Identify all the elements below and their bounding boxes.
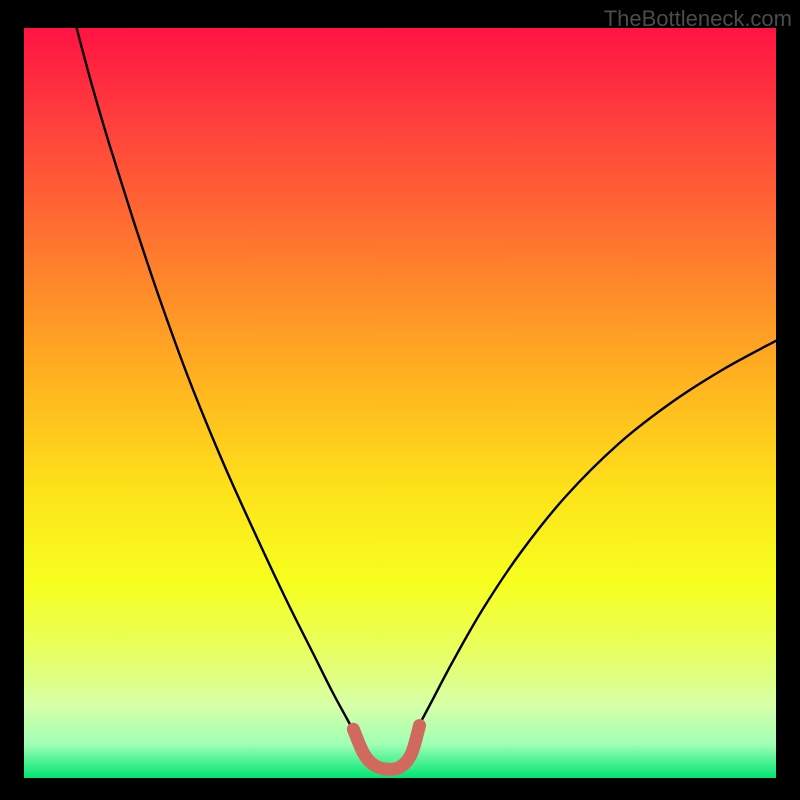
- svg-overlay: [0, 0, 800, 800]
- watermark-text: TheBottleneck.com: [604, 6, 792, 32]
- bottleneck-curve-left: [77, 28, 357, 736]
- highlight-segment: [353, 726, 419, 770]
- bottleneck-curve-right: [417, 341, 776, 729]
- chart-container: { "canvas": { "width": 800, "height": 80…: [0, 0, 800, 800]
